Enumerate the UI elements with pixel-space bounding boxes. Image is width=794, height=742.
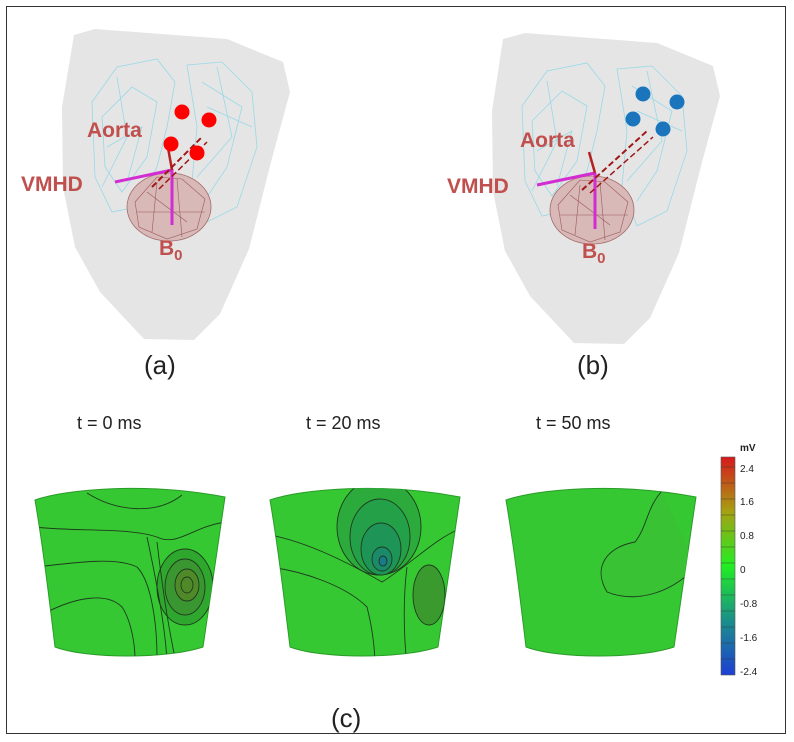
time-label-20: t = 20 ms xyxy=(306,413,381,433)
electrode-a1 xyxy=(174,104,190,120)
colorbar-tick-neg1.6: -1.6 xyxy=(740,633,758,644)
electrode-b2 xyxy=(669,94,685,110)
b0-sub-a: 0 xyxy=(174,247,182,264)
vmhd-label-a: VMHD xyxy=(21,173,83,196)
colorbar-unit: mV xyxy=(740,443,756,454)
electrode-b4 xyxy=(655,121,671,137)
panel-c: t = 0 ms t = 20 ms t = 50 ms xyxy=(34,413,758,733)
torso-map-20 xyxy=(269,487,461,657)
lung-wireframe-a xyxy=(91,58,258,223)
panel-b: Aorta VMHD B0 (b) xyxy=(447,33,720,380)
vmhd-axis-b xyxy=(536,171,596,187)
aorta-label-b: Aorta xyxy=(520,129,575,152)
panel-label-c: (c) xyxy=(331,703,361,733)
electrode-a4 xyxy=(189,145,205,161)
colorbar-tick-neg2.4: -2.4 xyxy=(740,667,758,678)
electrode-a3 xyxy=(163,136,179,152)
b0-base-b: B xyxy=(582,240,597,263)
b0-sub-b: 0 xyxy=(597,250,605,267)
lung-wireframe-b xyxy=(521,62,688,227)
colorbar: mV 2.4 1.6 0.8 0 -0.8 -1.6 -2.4 xyxy=(720,443,758,678)
torso-map-50 xyxy=(505,487,697,657)
colorbar-tick-2.4: 2.4 xyxy=(740,464,754,475)
time-label-0: t = 0 ms xyxy=(77,413,142,433)
aorta-vessel-b xyxy=(581,130,648,191)
panel-a: Aorta VMHD B0 (a) xyxy=(21,29,290,380)
b0-label-a: B0 xyxy=(159,237,183,264)
aorta-vessel2-b xyxy=(589,136,654,194)
figure-frame: Aorta VMHD B0 (a) Aorta VMHD xyxy=(6,6,786,734)
colorbar-tick-1.6: 1.6 xyxy=(740,497,754,508)
panel-label-a: (a) xyxy=(144,350,176,380)
colorbar-tick-0.8: 0.8 xyxy=(740,531,754,542)
colorbar-tick-neg0.8: -0.8 xyxy=(740,599,758,610)
vmhd-axis-a xyxy=(114,168,173,184)
vmhd-label-b: VMHD xyxy=(447,175,509,198)
figure-canvas: Aorta VMHD B0 (a) Aorta VMHD xyxy=(21,29,758,733)
b0-label-b: B0 xyxy=(582,240,606,267)
aorta-label-a: Aorta xyxy=(87,119,142,142)
electrode-a2 xyxy=(201,112,217,128)
colorbar-tick-0: 0 xyxy=(740,565,746,576)
electrode-b3 xyxy=(625,111,641,127)
panel-label-b: (b) xyxy=(577,350,609,380)
heart-mesh-a xyxy=(126,172,212,242)
heart-mesh-b xyxy=(549,175,635,245)
aorta-vessel-a xyxy=(151,136,203,188)
aorta-axis-b xyxy=(587,151,597,174)
b0-base-a: B xyxy=(159,237,174,260)
torso-map-0 xyxy=(34,487,226,657)
electrode-b1 xyxy=(635,86,651,102)
time-label-50: t = 50 ms xyxy=(536,413,611,433)
colorbar-gradient xyxy=(720,456,736,676)
